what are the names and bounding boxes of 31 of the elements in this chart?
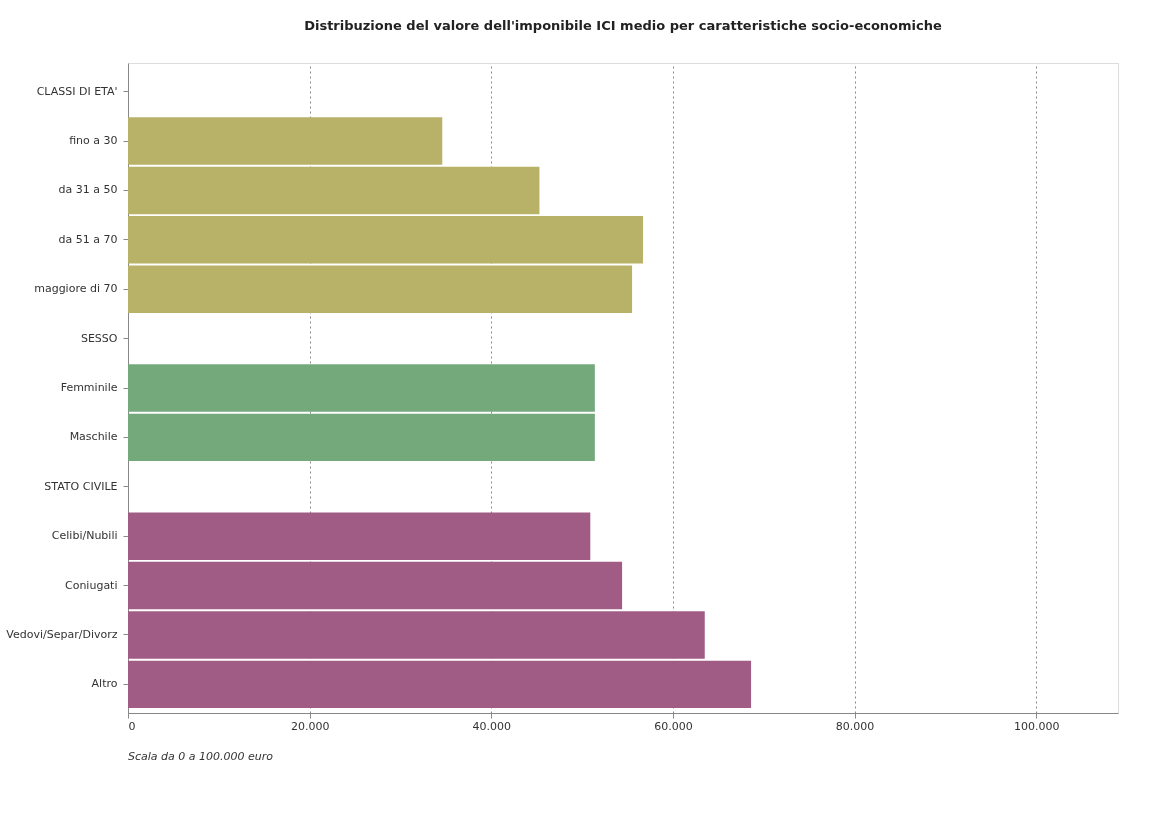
y-tick-label: STATO CIVILE xyxy=(44,479,118,493)
x-tick-label: 80.000 xyxy=(835,719,875,733)
y-tick-label: fino a 30 xyxy=(69,134,118,148)
bar xyxy=(128,265,633,313)
x-tick-label: 60.000 xyxy=(654,719,693,733)
y-tick-label: Vedovi/Separ/Divorz xyxy=(6,627,118,641)
x-tick-label: 100.000 xyxy=(1014,719,1060,733)
bar xyxy=(128,611,705,659)
y-tick-label: Celibi/Nubili xyxy=(51,529,118,543)
y-tick-label: Femminile xyxy=(60,381,118,394)
bar xyxy=(128,166,540,215)
x-tick-label: 40.000 xyxy=(472,719,512,733)
y-tick-label: Altro xyxy=(91,677,118,691)
bar xyxy=(128,512,591,560)
y-tick-label: da 31 a 50 xyxy=(58,183,118,197)
y-tick-label: Maschile xyxy=(69,430,118,444)
y-tick-label: Coniugati xyxy=(64,578,118,592)
x-tick-label: 0 xyxy=(128,719,136,733)
bar xyxy=(128,413,595,462)
bar xyxy=(128,561,623,610)
bar xyxy=(128,216,643,264)
bar xyxy=(128,364,595,412)
bar xyxy=(128,660,752,709)
y-tick-label: SESSO xyxy=(80,331,118,345)
x-tick-label: 20.000 xyxy=(290,719,330,733)
y-tick-label: da 51 a 70 xyxy=(58,232,118,246)
bar xyxy=(128,117,443,165)
y-tick-label: CLASSI DI ETA' xyxy=(36,84,118,98)
chart-title: Distribuzione del valore dell'imponibile ICI medio per caratteristiche socio-economiche xyxy=(304,18,942,33)
y-tick-label: maggiore di 70 xyxy=(34,282,118,296)
text: Scala da 0 a 100.000 euro xyxy=(128,750,274,763)
